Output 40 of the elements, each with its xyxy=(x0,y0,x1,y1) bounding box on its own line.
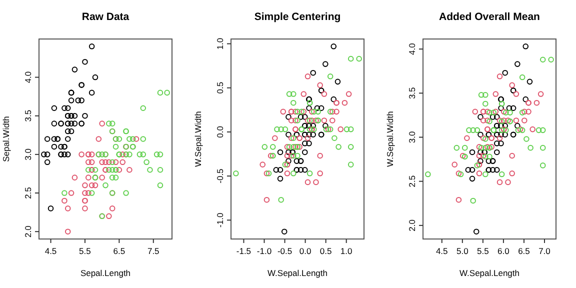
x-tick-label: 6.0 xyxy=(498,246,510,256)
y-tick-label: 2.0 xyxy=(407,219,417,232)
chart-title: Simple Centering xyxy=(254,11,341,23)
x-tick-label: -1.5 xyxy=(236,246,252,256)
y-tick-label: 0.0 xyxy=(215,126,225,138)
x-tick-label: 0.5 xyxy=(320,246,332,256)
x-tick-label: 7.0 xyxy=(538,246,551,256)
x-tick-label: 6.5 xyxy=(518,246,530,256)
x-tick-label: 7.5 xyxy=(147,246,160,256)
y-tick-label: 4.0 xyxy=(23,71,33,84)
x-tick-label: 4.5 xyxy=(436,246,448,256)
chart-title: Added Overall Mean xyxy=(439,11,540,23)
x-tick-label: 5.0 xyxy=(456,246,469,256)
y-axis-title: W.Sepal.Width xyxy=(385,110,395,167)
x-tick-label: 1.0 xyxy=(340,246,353,256)
y-axis-title: W.Sepal.Width xyxy=(193,110,203,167)
y-tick-label: -1.0 xyxy=(215,212,225,228)
x-axis-title: W.Sepal.Length xyxy=(267,268,328,278)
y-tick-label: 0.5 xyxy=(215,82,225,94)
x-tick-label: -0.5 xyxy=(277,246,292,256)
y-tick-label: 1.0 xyxy=(215,38,225,50)
y-tick-label: 2.0 xyxy=(23,225,33,238)
y-tick-label: 3.0 xyxy=(407,131,417,144)
x-tick-label: -1.0 xyxy=(256,246,272,256)
y-tick-label: 3.5 xyxy=(407,86,417,100)
y-axis-title: Sepal.Width xyxy=(1,116,11,162)
y-tick-label: -0.5 xyxy=(215,168,225,184)
x-tick-label: 0.0 xyxy=(299,246,312,256)
x-axis-title: W.Sepal.Length xyxy=(459,268,520,278)
y-tick-label: 3.5 xyxy=(23,110,33,122)
y-tick-label: 4.0 xyxy=(407,42,417,55)
x-tick-label: 5.5 xyxy=(477,246,490,256)
x-axis-title: Sepal.Length xyxy=(80,268,131,278)
y-tick-label: 3.0 xyxy=(23,148,33,160)
y-tick-label: 2.5 xyxy=(23,186,33,199)
x-tick-label: 4.5 xyxy=(44,246,57,256)
x-tick-label: 6.5 xyxy=(113,246,126,256)
chart-title: Raw Data xyxy=(82,11,130,23)
y-tick-label: 2.5 xyxy=(407,175,417,188)
x-tick-label: 5.5 xyxy=(79,246,92,256)
